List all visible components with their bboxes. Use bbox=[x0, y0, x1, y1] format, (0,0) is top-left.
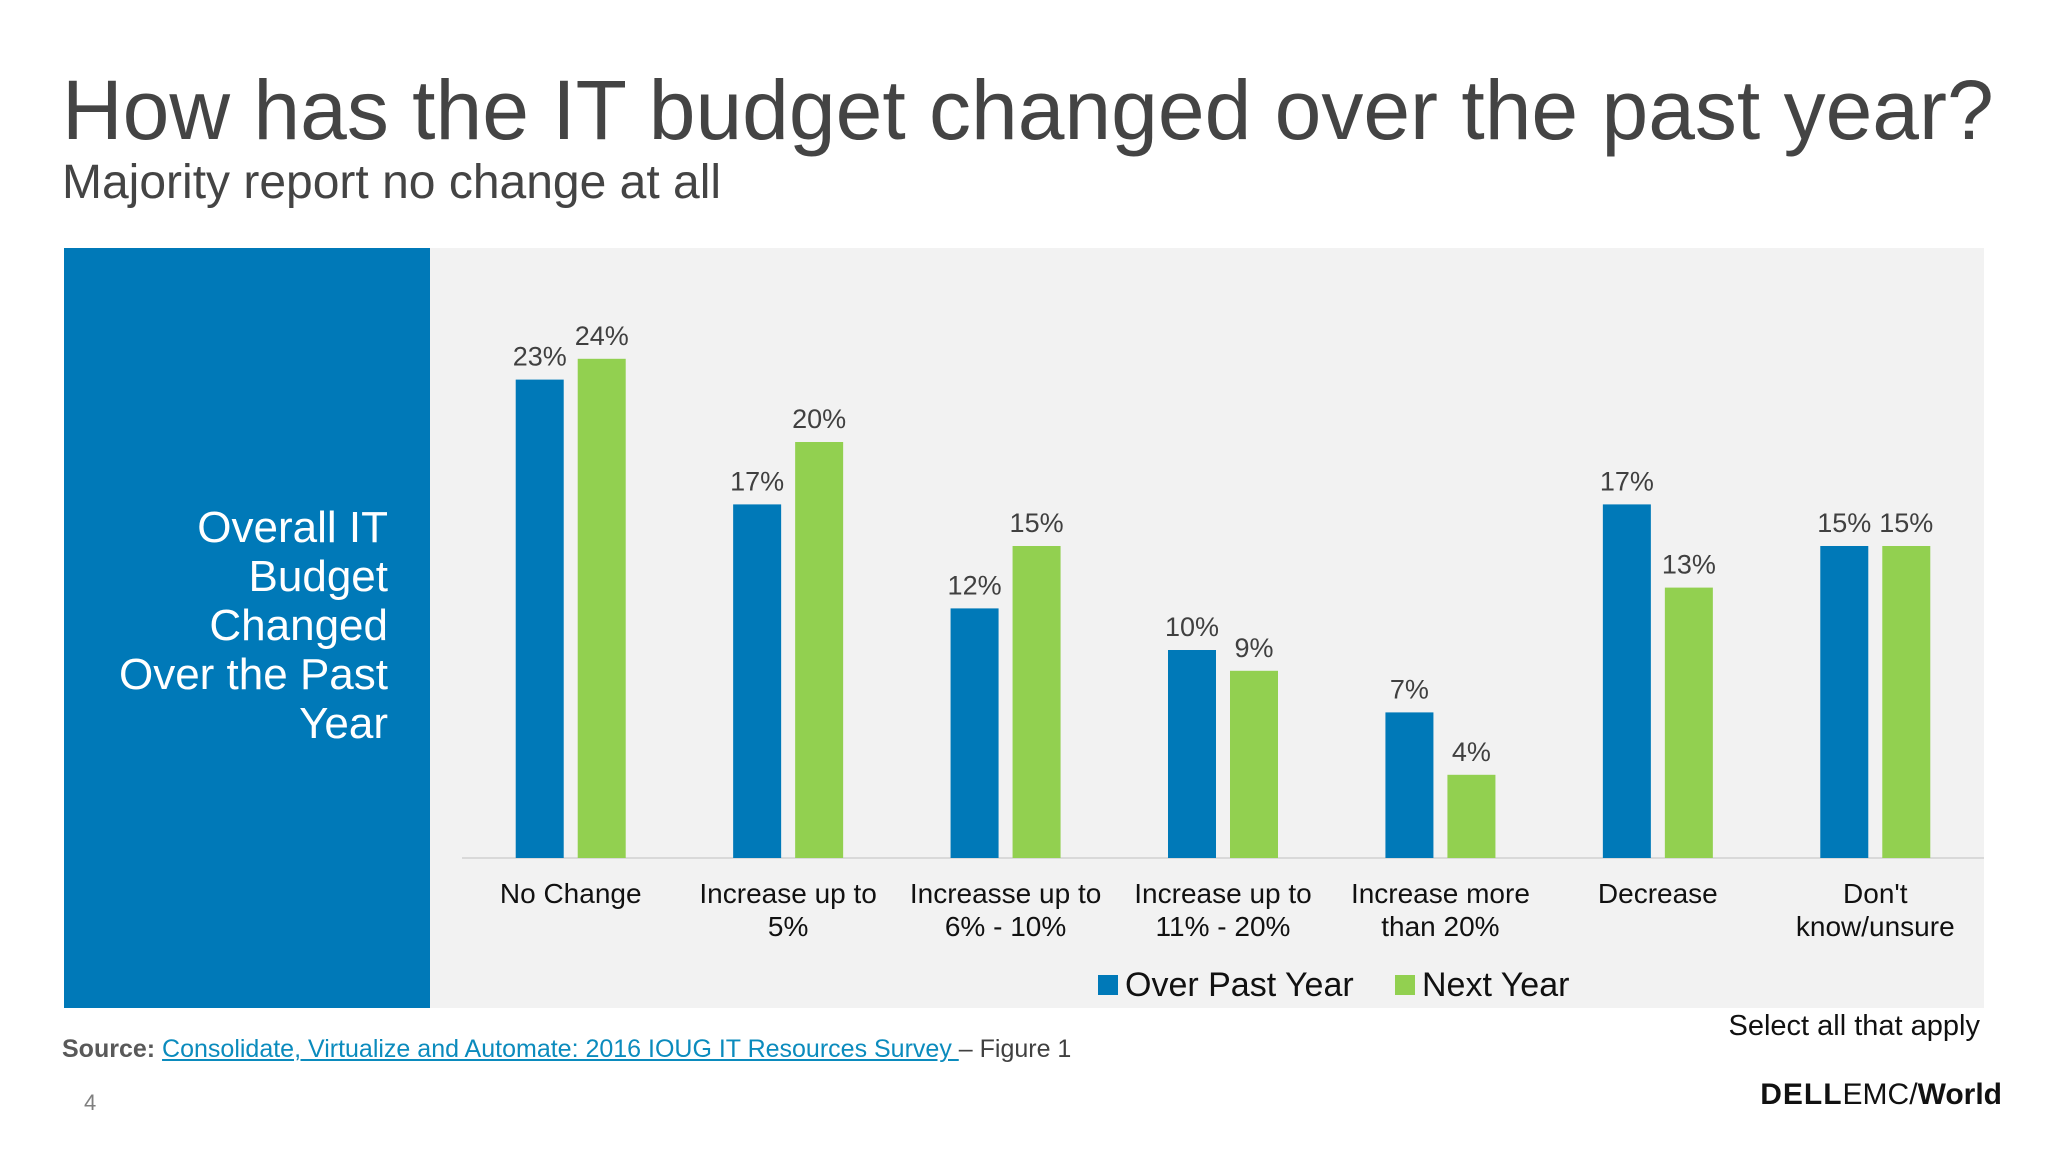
slide-subtitle: Majority report no change at all bbox=[62, 156, 722, 209]
data-label: 24% bbox=[575, 321, 629, 351]
data-label: 12% bbox=[948, 570, 1002, 600]
category-label: No Change bbox=[500, 878, 642, 909]
data-label: 13% bbox=[1662, 550, 1716, 580]
side-panel-line: Over the Past bbox=[118, 650, 388, 699]
legend-label: Over Past Year bbox=[1125, 966, 1354, 1004]
bar bbox=[1012, 546, 1061, 858]
data-label: 23% bbox=[513, 342, 567, 372]
slide-title: How has the IT budget changed over the p… bbox=[62, 63, 1994, 157]
category-label: Don't know/unsure bbox=[1796, 878, 1955, 942]
bar bbox=[1230, 670, 1278, 858]
legend-label: Next Year bbox=[1422, 966, 1569, 1004]
category-label: Increase up to 11% - 20% bbox=[1134, 878, 1311, 942]
category-label: Decrease bbox=[1598, 878, 1718, 909]
source-citation: Source: Consolidate, Virtualize and Auto… bbox=[62, 1035, 1071, 1064]
logo-dell: DELL bbox=[1760, 1078, 1843, 1111]
source-suffix: – Figure 1 bbox=[958, 1035, 1072, 1063]
legend-swatch bbox=[1098, 975, 1118, 995]
side-panel: Overall IT Budget Changed Over the Past … bbox=[64, 248, 430, 1008]
source-link[interactable]: Consolidate, Virtualize and Automate: 20… bbox=[162, 1035, 959, 1063]
side-panel-line: Year bbox=[299, 699, 388, 748]
bar bbox=[950, 608, 999, 858]
data-label: 17% bbox=[1600, 466, 1654, 496]
bar bbox=[1385, 712, 1434, 858]
page-number: 4 bbox=[84, 1090, 97, 1115]
data-label: 15% bbox=[1817, 508, 1871, 538]
bar bbox=[1602, 504, 1651, 858]
data-label: 9% bbox=[1234, 633, 1273, 663]
logo-world: World bbox=[1917, 1078, 2002, 1111]
bar bbox=[1882, 546, 1931, 858]
data-label: 15% bbox=[1010, 508, 1064, 538]
bar bbox=[1664, 587, 1713, 858]
source-label: Source: bbox=[62, 1035, 156, 1063]
dell-emc-world-logo: DELLEMC/World bbox=[1760, 1078, 2002, 1112]
category-label: Increasse up to 6% - 10% bbox=[910, 878, 1101, 942]
side-panel-label: Overall IT Budget Changed Over the Past … bbox=[68, 503, 388, 748]
side-panel-line: Budget bbox=[248, 552, 388, 601]
data-label: 10% bbox=[1165, 612, 1219, 642]
category-label: Increase more than 20% bbox=[1351, 878, 1530, 942]
bar bbox=[795, 442, 844, 858]
bar bbox=[733, 504, 782, 858]
data-label: 20% bbox=[792, 404, 846, 434]
data-label: 15% bbox=[1879, 508, 1933, 538]
bar bbox=[577, 358, 626, 858]
category-label: Increase up to 5% bbox=[699, 878, 876, 942]
data-label: 4% bbox=[1452, 737, 1491, 767]
bar bbox=[1447, 774, 1496, 858]
logo-slash: / bbox=[1909, 1078, 1918, 1111]
legend-swatch bbox=[1395, 975, 1415, 995]
side-panel-line: Overall IT bbox=[197, 503, 388, 552]
bar bbox=[1820, 546, 1869, 858]
logo-emc: EMC bbox=[1842, 1078, 1910, 1111]
select-all-note: Select all that apply bbox=[1728, 1010, 1980, 1042]
side-panel-line: Changed bbox=[209, 601, 388, 650]
data-label: 7% bbox=[1390, 674, 1429, 704]
data-label: 17% bbox=[730, 466, 784, 496]
bar bbox=[515, 379, 564, 858]
bar bbox=[1168, 650, 1216, 858]
